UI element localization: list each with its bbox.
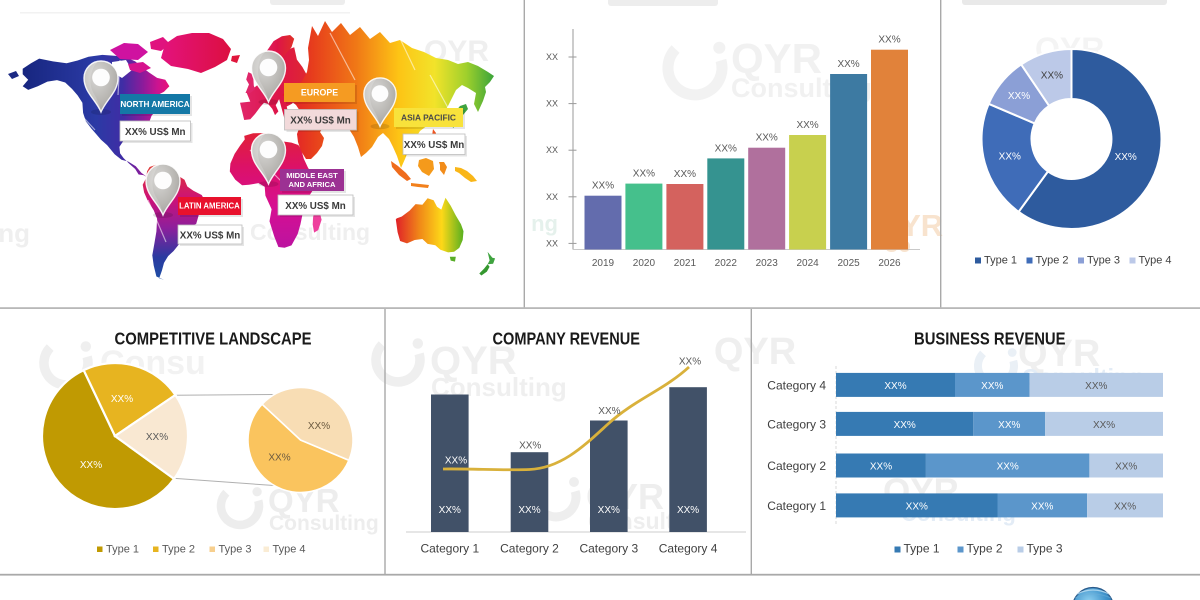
svg-text:XX%: XX% (146, 432, 168, 443)
svg-text:QYR: QYR (430, 339, 517, 383)
svg-text:Type 4: Type 4 (1139, 255, 1172, 267)
svg-text:XX%: XX% (598, 505, 620, 516)
svg-text:XX%: XX% (518, 505, 540, 516)
svg-text:XX: XX (546, 99, 558, 109)
svg-text:XX%: XX% (80, 460, 102, 471)
svg-text:XX%: XX% (598, 406, 620, 417)
svg-text:Type 2: Type 2 (162, 544, 195, 556)
svg-text:XX%: XX% (715, 143, 737, 154)
svg-text:LATIN AMERICA: LATIN AMERICA (179, 202, 240, 211)
svg-text:MIDDLE EAST: MIDDLE EAST (286, 171, 338, 180)
svg-text:Type 1: Type 1 (106, 544, 139, 556)
svg-text:XX%: XX% (519, 441, 541, 452)
svg-text:XX%: XX% (870, 462, 892, 473)
svg-text:XX%: XX% (308, 421, 330, 432)
svg-text:2026: 2026 (878, 258, 901, 269)
svg-text:Type 1: Type 1 (984, 255, 1017, 267)
svg-text:2021: 2021 (674, 258, 697, 269)
svg-text:2024: 2024 (796, 258, 819, 269)
svg-text:Category 4: Category 4 (659, 542, 718, 556)
svg-text:ng: ng (531, 211, 558, 236)
svg-text:Type 3: Type 3 (1087, 255, 1120, 267)
svg-text:XX%: XX% (1114, 501, 1136, 512)
svg-text:AND AFRICA: AND AFRICA (289, 180, 336, 189)
svg-text:XX%: XX% (1115, 152, 1137, 163)
svg-text:XX%: XX% (981, 381, 1003, 392)
svg-text:XX%: XX% (837, 59, 859, 70)
svg-text:COMPANY REVENUE: COMPANY REVENUE (493, 329, 641, 349)
svg-text:COMPETITIVE LANDSCAPE: COMPETITIVE LANDSCAPE (115, 329, 312, 349)
svg-text:XX%: XX% (1031, 501, 1053, 512)
svg-text:XX%: XX% (1041, 70, 1063, 81)
svg-text:QYR: QYR (731, 35, 822, 82)
svg-text:2022: 2022 (715, 258, 738, 269)
svg-text:Category 4: Category 4 (767, 378, 826, 392)
svg-text:XX: XX (546, 192, 558, 202)
svg-text:Category 3: Category 3 (579, 542, 638, 556)
svg-text:XX%: XX% (998, 420, 1020, 431)
svg-text:XX%: XX% (999, 152, 1021, 163)
svg-text:ASIA PACIFIC: ASIA PACIFIC (401, 112, 456, 122)
svg-text:QYR: QYR (714, 331, 796, 373)
svg-text:BUSINESS REVENUE: BUSINESS REVENUE (914, 329, 1066, 349)
svg-text:XX: XX (546, 145, 558, 155)
svg-text:XX%: XX% (592, 181, 614, 192)
svg-text:XX%: XX% (1093, 420, 1115, 431)
svg-text:XX%: XX% (674, 169, 696, 180)
svg-text:XX%: XX% (906, 501, 928, 512)
svg-text:EUROPE: EUROPE (301, 88, 338, 98)
svg-text:XX%: XX% (884, 381, 906, 392)
svg-text:Type 3: Type 3 (219, 544, 252, 556)
svg-text:XX: XX (546, 238, 558, 248)
svg-text:Consulting: Consulting (269, 512, 379, 535)
svg-text:XX% US$ Mn: XX% US$ Mn (125, 127, 185, 138)
svg-text:XX%: XX% (268, 453, 290, 464)
svg-text:Category 1: Category 1 (767, 499, 826, 513)
svg-text:XX%: XX% (111, 394, 133, 405)
svg-text:XX%: XX% (679, 357, 701, 368)
svg-text:2020: 2020 (633, 258, 656, 269)
svg-text:XX%: XX% (439, 505, 461, 516)
svg-text:Type 1: Type 1 (904, 542, 940, 556)
svg-text:Consulting: Consulting (250, 219, 370, 245)
svg-text:Category 2: Category 2 (500, 542, 559, 556)
svg-text:Category 3: Category 3 (767, 417, 826, 431)
svg-text:Type 2: Type 2 (1036, 255, 1069, 267)
svg-text:Category 2: Category 2 (767, 459, 826, 473)
svg-text:XX%: XX% (796, 120, 818, 131)
svg-text:XX% US$ Mn: XX% US$ Mn (180, 230, 240, 241)
svg-text:XX%: XX% (633, 169, 655, 180)
svg-text:2023: 2023 (756, 258, 779, 269)
svg-text:NORTH AMERICA: NORTH AMERICA (120, 100, 189, 109)
svg-text:Type 3: Type 3 (1027, 542, 1063, 556)
svg-text:XX% US$ Mn: XX% US$ Mn (404, 140, 464, 151)
svg-text:2019: 2019 (592, 258, 615, 269)
svg-text:XX%: XX% (1085, 381, 1107, 392)
svg-text:XX%: XX% (1008, 91, 1030, 102)
svg-text:QYR: QYR (1018, 333, 1100, 375)
svg-text:XX: XX (546, 52, 558, 62)
svg-text:XX%: XX% (1115, 462, 1137, 473)
svg-text:Type 4: Type 4 (273, 544, 306, 556)
svg-text:Category 1: Category 1 (420, 542, 479, 556)
svg-text:XX%: XX% (445, 456, 467, 467)
svg-text:ng: ng (0, 218, 30, 248)
svg-text:2025: 2025 (837, 258, 860, 269)
svg-text:XX% US$ Mn: XX% US$ Mn (285, 201, 345, 212)
svg-text:XX%: XX% (997, 462, 1019, 473)
svg-text:XX%: XX% (756, 133, 778, 144)
svg-text:XX%: XX% (677, 505, 699, 516)
svg-text:Type 2: Type 2 (967, 542, 1003, 556)
svg-text:XX% US$ Mn: XX% US$ Mn (290, 116, 350, 127)
svg-text:XX%: XX% (894, 420, 916, 431)
svg-text:XX%: XX% (878, 35, 900, 46)
